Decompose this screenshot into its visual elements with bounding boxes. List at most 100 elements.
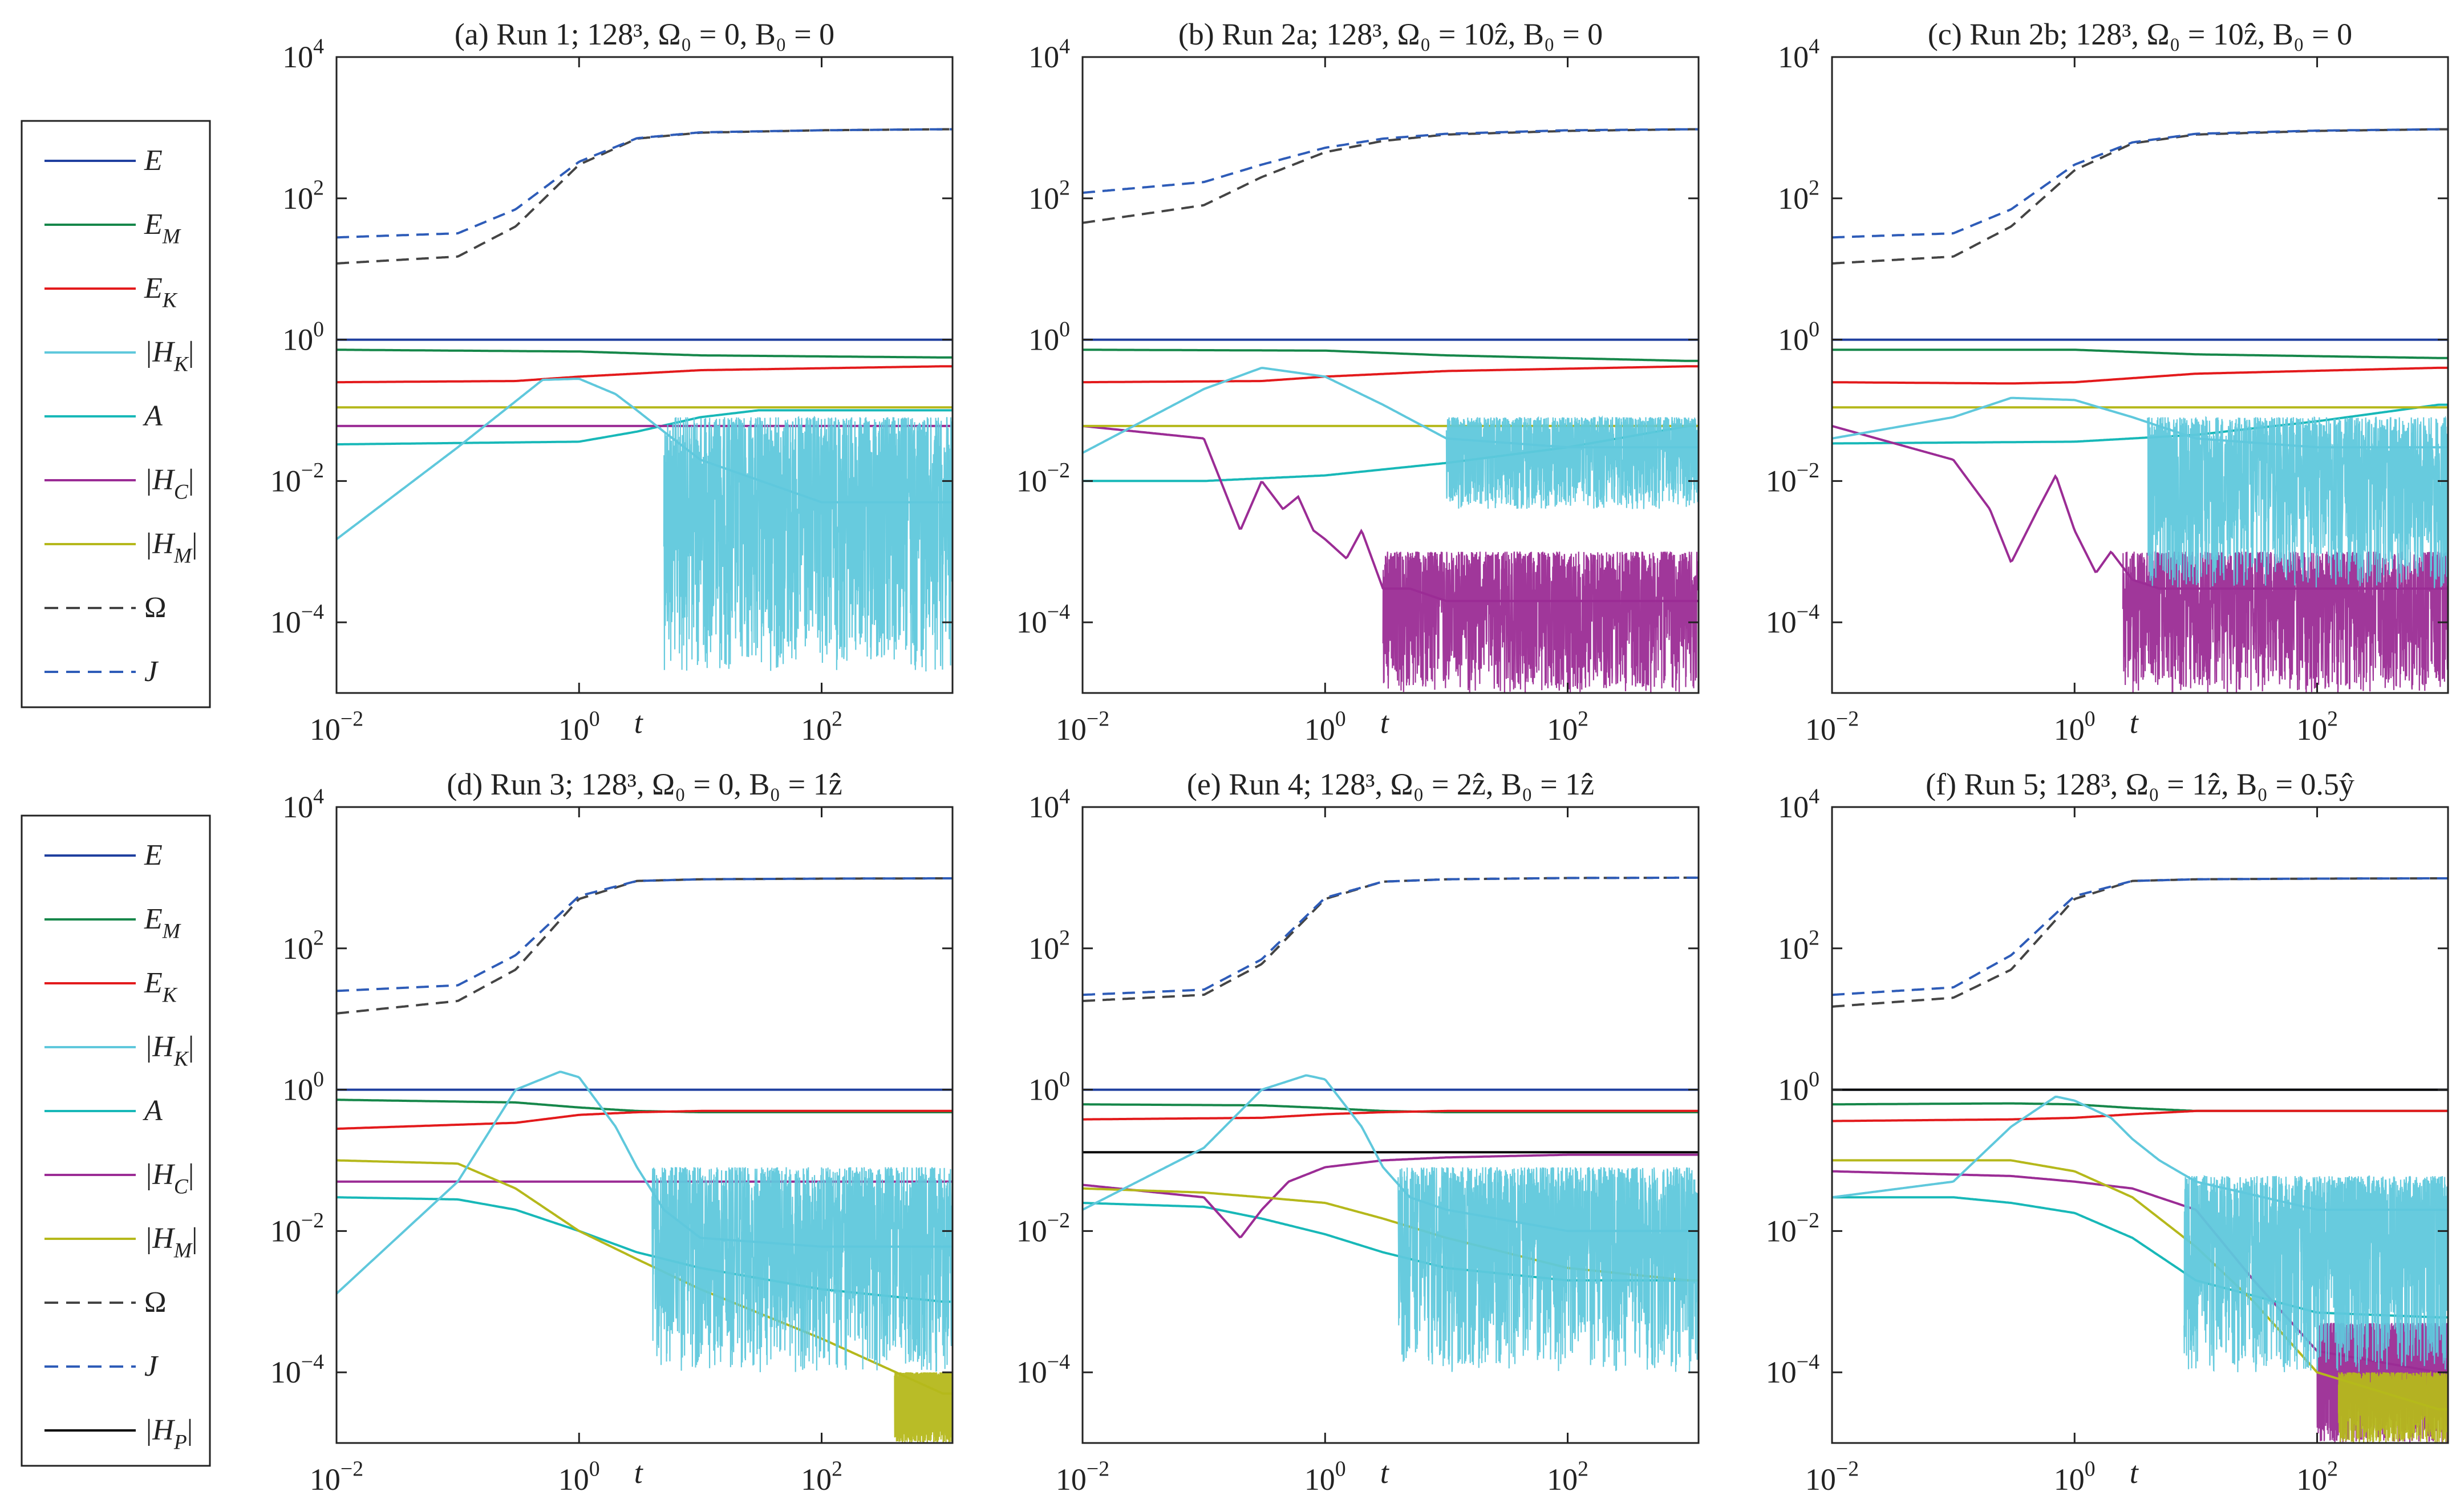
legend-label: EK — [144, 967, 178, 1007]
y-tick-label: 10−2 — [270, 459, 324, 498]
series-line — [1083, 365, 1699, 384]
series-line — [1083, 128, 1699, 224]
y-tick-label: 102 — [282, 176, 324, 215]
series-noise — [2337, 1371, 2448, 1443]
y-tick-label: 100 — [1778, 317, 1819, 356]
y-tick-label: 10−2 — [1016, 459, 1070, 498]
legend-label: E — [144, 839, 163, 871]
y-tick-label: 100 — [1028, 1067, 1070, 1106]
x-axis-label: t — [634, 1456, 644, 1490]
y-tick-label: 104 — [282, 35, 324, 74]
series-line — [337, 128, 953, 265]
x-tick-label: 102 — [801, 1457, 842, 1497]
series-line — [337, 877, 953, 1015]
x-tick-label: 102 — [2296, 707, 2338, 747]
legend-bottom: E EM EK |HK| A |HC| |HM| ΩJ |HP| — [21, 814, 211, 1467]
plot-area — [337, 128, 953, 672]
legend-label: EK — [144, 272, 178, 313]
plot-area — [337, 877, 953, 1443]
y-tick-label: 100 — [1778, 1067, 1819, 1106]
x-tick-label: 100 — [558, 1457, 600, 1497]
series-line — [1083, 876, 1699, 1002]
y-tick-label: 104 — [1778, 785, 1819, 824]
series-line — [1083, 128, 1699, 194]
x-tick-label: 102 — [2296, 1457, 2338, 1497]
chart-panel-6: (f) Run 5; 128³, Ω₀ = 1ẑ, B₀ = 0.5ŷ 10−2 1… — [1766, 767, 2449, 1497]
plot-area — [1832, 128, 2448, 693]
series-line — [1832, 403, 2448, 445]
y-tick-label: 104 — [282, 785, 324, 824]
series-line — [337, 128, 953, 239]
series-line — [1832, 1109, 2448, 1122]
legend-label: |HP| — [144, 1414, 193, 1454]
x-tick-label: 10−2 — [1805, 1457, 1859, 1497]
series-line — [1832, 128, 2448, 265]
legend-label: |HC| — [144, 464, 194, 504]
legend-label: J — [144, 655, 159, 688]
legend-label: |HM| — [144, 528, 197, 568]
series-noise — [2183, 1175, 2448, 1372]
legend-frame — [21, 120, 211, 708]
y-tick-label: 10−2 — [270, 1209, 324, 1248]
series-line — [1832, 348, 2448, 359]
x-tick-label: 100 — [1304, 707, 1346, 747]
axes-frame — [335, 806, 954, 1444]
legend-label: A — [143, 400, 163, 432]
plot-area — [1083, 128, 1699, 693]
x-tick-label: 10−2 — [310, 707, 363, 747]
x-tick-label: 102 — [1547, 707, 1588, 747]
series-line — [1832, 128, 2448, 239]
axes-frame — [1831, 806, 2449, 1444]
y-tick-label: 10−4 — [1016, 600, 1070, 639]
y-tick-label: 10−4 — [1766, 1350, 1819, 1389]
x-tick-label: 10−2 — [1056, 707, 1109, 747]
series-noise — [1445, 415, 1699, 509]
series-line — [1832, 877, 2448, 1008]
x-tick-label: 100 — [558, 707, 600, 747]
chart-panel-5: (e) Run 4; 128³, Ω₀ = 2ẑ, B₀ = 1ẑ 10−2 100… — [1016, 767, 1700, 1497]
series-line — [337, 877, 953, 992]
chart-title: (d) Run 3; 128³, Ω₀ = 0, B₀ = 1ẑ — [447, 767, 842, 801]
x-tick-label: 100 — [2054, 1457, 2096, 1497]
x-axis-label: t — [1380, 1456, 1390, 1490]
series-line — [1083, 1153, 1699, 1239]
x-tick-label: 102 — [801, 707, 842, 747]
series-line — [337, 1109, 953, 1130]
y-tick-label: 10−4 — [1766, 600, 1819, 639]
series-line — [1083, 348, 1699, 362]
y-tick-label: 102 — [1028, 926, 1070, 965]
y-tick-label: 100 — [282, 1067, 324, 1106]
y-tick-label: 102 — [1778, 176, 1819, 215]
chart-title: (e) Run 4; 128³, Ω₀ = 2ẑ, B₀ = 1ẑ — [1187, 767, 1594, 801]
x-tick-label: 100 — [1304, 1457, 1346, 1497]
series-noise — [2122, 549, 2448, 693]
x-axis-label: t — [1380, 706, 1390, 740]
x-tick-label: 10−2 — [1056, 1457, 1109, 1497]
legend-label: |HK| — [144, 336, 194, 376]
legend-label: |HK| — [144, 1031, 194, 1071]
x-tick-label: 100 — [2054, 707, 2096, 747]
legend-top: E EM EK |HK| A |HC| |HM| ΩJ — [21, 120, 211, 708]
y-tick-label: 102 — [282, 926, 324, 965]
legend-label: A — [143, 1095, 163, 1127]
series-noise — [1382, 552, 1699, 693]
series-line — [1832, 366, 2448, 385]
series-noise — [1397, 1166, 1699, 1372]
y-tick-label: 104 — [1028, 35, 1070, 74]
series-line — [1083, 1109, 1699, 1121]
x-tick-label: 102 — [1547, 1457, 1588, 1497]
chart-panel-4: (d) Run 3; 128³, Ω₀ = 0, B₀ = 1ẑ 10−2 100 t… — [270, 767, 954, 1497]
chart-panel-3: (c) Run 2b; 128³, Ω₀ = 10ẑ, B₀ = 0 10−2 10… — [1766, 17, 2449, 747]
y-tick-label: 10−4 — [270, 1350, 324, 1389]
x-axis-label: t — [2130, 706, 2139, 740]
y-tick-label: 10−4 — [1016, 1350, 1070, 1389]
series-line — [1083, 876, 1699, 996]
legend-label: Ω — [144, 1286, 167, 1319]
axes-frame — [1081, 56, 1700, 694]
axes-frame — [1081, 806, 1700, 1444]
y-tick-label: 102 — [1028, 176, 1070, 215]
series-noise — [2147, 415, 2448, 589]
plot-area — [1832, 877, 2448, 1443]
x-tick-label: 10−2 — [310, 1457, 363, 1497]
series-noise — [663, 415, 953, 672]
